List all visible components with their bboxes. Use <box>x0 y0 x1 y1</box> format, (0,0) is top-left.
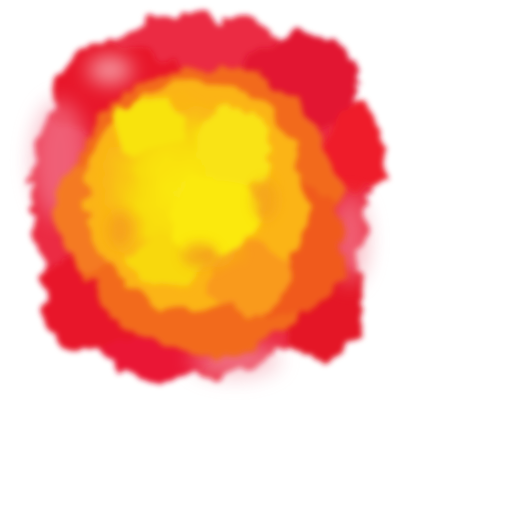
explosion-core <box>93 95 277 285</box>
explosion-flecks <box>108 180 277 267</box>
